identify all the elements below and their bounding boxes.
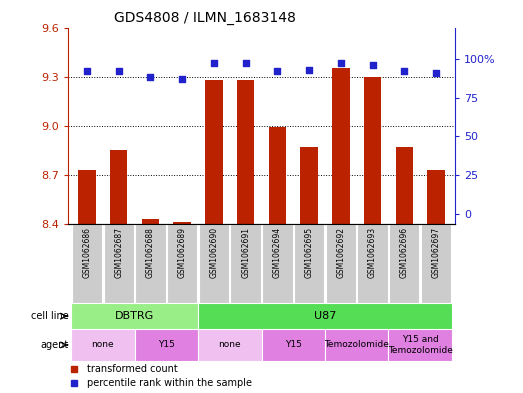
Text: GSM1062688: GSM1062688 (146, 227, 155, 278)
Text: agent: agent (41, 340, 69, 350)
Bar (167, 224, 197, 303)
Text: U87: U87 (314, 311, 336, 321)
Text: Y15: Y15 (285, 340, 302, 349)
Bar (78, 170, 96, 224)
Bar (420, 224, 451, 303)
Point (432, 70, 440, 76)
Text: GSM1062692: GSM1062692 (336, 227, 345, 278)
Text: GSM1062690: GSM1062690 (209, 227, 219, 278)
Bar (198, 303, 452, 329)
Bar (142, 219, 159, 224)
Text: GSM1062696: GSM1062696 (400, 227, 409, 278)
Bar (300, 147, 318, 224)
Point (146, 74, 155, 81)
Bar (262, 329, 325, 361)
Bar (205, 80, 223, 224)
Text: GSM1062694: GSM1062694 (273, 227, 282, 278)
Bar (198, 329, 262, 361)
Text: GDS4808 / ILMN_1683148: GDS4808 / ILMN_1683148 (115, 11, 297, 25)
Bar (237, 80, 254, 224)
Bar (134, 329, 198, 361)
Point (242, 60, 250, 66)
Point (337, 60, 345, 66)
Point (400, 68, 408, 74)
Text: percentile rank within the sample: percentile rank within the sample (87, 378, 252, 388)
Bar (72, 224, 103, 303)
Bar (104, 224, 134, 303)
Text: Y15: Y15 (158, 340, 175, 349)
Text: GSM1062691: GSM1062691 (241, 227, 250, 278)
Text: none: none (219, 340, 241, 349)
Text: GSM1062686: GSM1062686 (83, 227, 92, 278)
Text: DBTRG: DBTRG (115, 311, 154, 321)
Bar (71, 329, 134, 361)
Text: GSM1062689: GSM1062689 (178, 227, 187, 278)
Text: cell line: cell line (31, 311, 69, 321)
Point (273, 68, 281, 74)
Point (210, 60, 218, 66)
Bar (110, 150, 128, 224)
Bar (395, 147, 413, 224)
Text: none: none (92, 340, 114, 349)
Bar (231, 224, 261, 303)
Bar (174, 222, 191, 224)
Bar (294, 224, 324, 303)
Bar (332, 68, 349, 224)
Bar (364, 77, 381, 224)
Text: GSM1062697: GSM1062697 (431, 227, 440, 278)
Text: GSM1062695: GSM1062695 (304, 227, 314, 278)
Bar (357, 224, 388, 303)
Point (83, 68, 91, 74)
Bar (325, 329, 389, 361)
Point (115, 68, 123, 74)
Bar (269, 127, 286, 224)
Text: GSM1062687: GSM1062687 (114, 227, 123, 278)
Text: Temozolomide: Temozolomide (324, 340, 389, 349)
Text: transformed count: transformed count (87, 364, 178, 374)
Text: Y15 and
Temozolomide: Y15 and Temozolomide (388, 335, 452, 354)
Point (368, 62, 377, 68)
Text: GSM1062693: GSM1062693 (368, 227, 377, 278)
Bar (389, 329, 452, 361)
Bar (326, 224, 356, 303)
Point (305, 66, 313, 73)
Point (178, 76, 186, 82)
Bar (71, 303, 198, 329)
Bar (262, 224, 292, 303)
Bar (199, 224, 229, 303)
Bar (389, 224, 419, 303)
Bar (135, 224, 166, 303)
Bar (427, 170, 445, 224)
